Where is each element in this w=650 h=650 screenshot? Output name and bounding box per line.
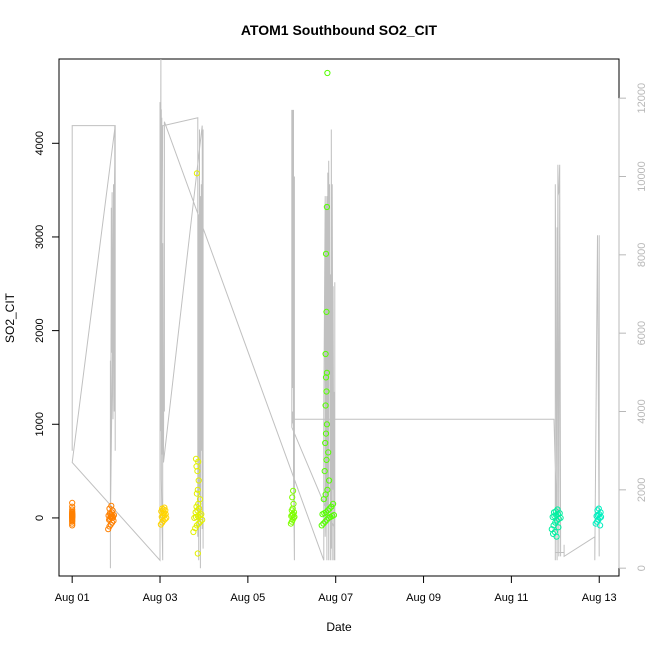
- data-point: [323, 456, 330, 463]
- data-point: [597, 522, 604, 529]
- gray-series-line: [71, 58, 600, 569]
- data-point: [190, 528, 197, 536]
- data-point: [322, 250, 330, 257]
- x-axis: Aug 01 Aug 03 Aug 05 Aug 07 Aug 09 Aug 11 Aug …: [55, 575, 617, 604]
- gray-series-layer: [71, 58, 600, 569]
- data-point: [196, 496, 204, 503]
- secondary-y-tick-label: 4000: [636, 399, 648, 423]
- data-point: [195, 520, 202, 527]
- chart-title: ATOM1 Southbound SO2_CIT: [241, 22, 438, 38]
- secondary-y-tick-label: 0: [636, 565, 648, 571]
- data-point: [550, 530, 557, 538]
- data-point: [192, 455, 200, 462]
- secondary-y-tick-label: 12000: [636, 83, 648, 114]
- data-point: [330, 512, 337, 519]
- x-tick-label: Aug 11: [494, 592, 528, 604]
- data-point: [195, 477, 202, 484]
- data-point: [323, 421, 330, 428]
- data-point: [108, 502, 115, 509]
- data-point: [69, 506, 76, 513]
- data-point: [324, 507, 331, 514]
- x-tick-label: Aug 13: [582, 592, 617, 604]
- secondary-y-tick-label: 6000: [636, 321, 648, 345]
- data-point: [324, 69, 331, 77]
- y-axis-label: SO2_CIT: [3, 292, 17, 343]
- data-point: [597, 509, 604, 516]
- data-point: [323, 369, 330, 376]
- data-point: [322, 518, 329, 525]
- data-point: [326, 505, 333, 512]
- data-point: [69, 499, 76, 506]
- data-point: [197, 518, 204, 525]
- data-point: [322, 350, 329, 358]
- data-point: [324, 486, 331, 493]
- data-point: [595, 505, 602, 512]
- data-point: [290, 500, 297, 507]
- data-point: [198, 511, 205, 518]
- data-point: [322, 509, 330, 516]
- points-layer: [69, 69, 605, 557]
- data-point: [552, 519, 559, 526]
- data-point: [69, 508, 76, 515]
- data-point: [323, 388, 330, 395]
- data-point: [322, 439, 329, 447]
- y-tick-label: 4000: [34, 131, 46, 155]
- secondary-y-tick-label: 10000: [636, 161, 648, 192]
- data-point: [193, 522, 200, 529]
- data-point: [323, 308, 330, 315]
- data-point: [322, 430, 330, 437]
- secondary-y-axis: 0 2000 4000 6000 8000 10000 12000: [618, 83, 648, 571]
- y-tick-label: 2000: [34, 318, 46, 342]
- data-point: [321, 468, 328, 475]
- data-point: [194, 550, 201, 557]
- secondary-y-tick-label: 8000: [636, 243, 648, 267]
- x-tick-label: Aug 03: [143, 592, 178, 604]
- data-point: [322, 402, 329, 409]
- data-point: [320, 520, 327, 527]
- data-point: [554, 506, 561, 513]
- data-point: [555, 524, 562, 531]
- data-point: [194, 507, 201, 514]
- data-point: [69, 503, 76, 510]
- secondary-y-tick-label: 2000: [636, 478, 648, 502]
- data-point: [199, 516, 206, 523]
- plot-frame: [58, 58, 620, 577]
- data-point: [192, 509, 199, 516]
- data-point: [193, 170, 200, 177]
- data-point: [330, 500, 337, 507]
- data-point: [552, 508, 559, 515]
- data-point: [325, 449, 332, 456]
- data-point: [326, 477, 333, 484]
- data-point: [290, 487, 297, 494]
- x-tick-label: Aug 07: [318, 592, 353, 604]
- data-point: [289, 494, 296, 501]
- y-axis: 0 1000 2000 3000 4000: [34, 131, 60, 521]
- x-tick-label: Aug 09: [406, 592, 441, 604]
- data-point: [194, 486, 201, 493]
- x-axis-label: Date: [326, 620, 352, 634]
- data-point: [161, 504, 168, 511]
- y-tick-label: 1000: [34, 412, 46, 436]
- y-tick-label: 3000: [34, 225, 46, 249]
- data-point: [193, 490, 200, 497]
- x-tick-label: Aug 05: [230, 592, 265, 604]
- data-point: [323, 203, 330, 211]
- y-tick-label: 0: [34, 515, 46, 521]
- x-tick-label: Aug 01: [55, 592, 90, 604]
- data-point: [318, 522, 325, 529]
